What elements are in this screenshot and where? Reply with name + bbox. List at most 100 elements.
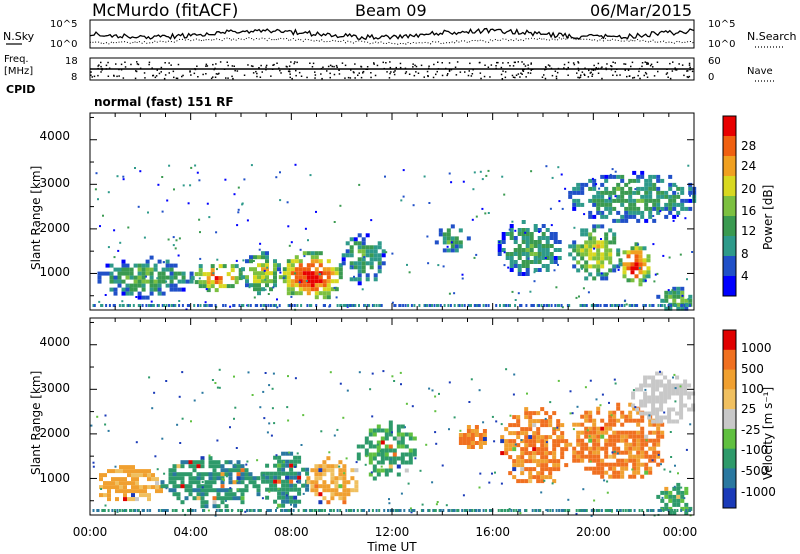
heatmap-cell: [196, 171, 199, 174]
heatmap-cell: [537, 240, 542, 244]
nave-point: [572, 62, 575, 64]
heatmap-cell: [178, 300, 181, 302]
heatmap-cell: [280, 509, 282, 512]
heatmap-cell: [612, 430, 617, 435]
heatmap-cell: [131, 481, 135, 486]
heatmap-cell: [636, 470, 641, 475]
heatmap-cell: [376, 452, 381, 457]
heatmap-cell: [216, 386, 219, 389]
heatmap-cell: [680, 190, 685, 195]
heatmap-cell: [290, 241, 293, 244]
heatmap-cell: [538, 304, 540, 307]
nave-point: [435, 73, 437, 76]
heatmap-cell: [257, 279, 261, 284]
heatmap-cell: [600, 446, 605, 451]
heatmap-cell: [212, 488, 217, 493]
heatmap-cell: [349, 304, 352, 307]
heatmap-cell: [628, 509, 631, 512]
heatmap-cell: [237, 211, 240, 214]
heatmap-cell: [640, 414, 645, 419]
heatmap-cell: [392, 460, 397, 465]
heatmap-cell: [513, 260, 518, 264]
heatmap-cell: [244, 510, 247, 513]
date-title: 06/Mar/2015: [590, 1, 692, 20]
heatmap-cell: [656, 186, 661, 191]
heatmap-cell: [544, 459, 549, 464]
heatmap-cell: [687, 383, 692, 388]
heatmap-cell: [222, 479, 225, 482]
nave-point: [137, 63, 140, 66]
heatmap-cell: [322, 271, 327, 276]
heatmap-cell: [330, 472, 335, 477]
heatmap-cell: [298, 259, 303, 264]
heatmap-cell: [396, 472, 401, 477]
nave-point: [647, 62, 649, 64]
nave-point: [639, 77, 641, 80]
heatmap-cell: [580, 454, 585, 459]
heatmap-cell: [390, 458, 393, 461]
nave-point: [500, 73, 503, 76]
heatmap-cell: [338, 465, 341, 468]
heatmap-cell: [314, 279, 319, 284]
heatmap-cell: [246, 219, 249, 222]
heatmap-cell: [372, 464, 377, 469]
heatmap-cell: [200, 500, 205, 505]
heatmap-cell: [630, 262, 635, 267]
heatmap-cell: [256, 459, 259, 462]
heatmap-cell: [659, 391, 664, 396]
heatmap-cell: [318, 275, 323, 280]
heatmap-cell: [465, 509, 467, 512]
heatmap-cell: [643, 383, 648, 388]
heatmap-cell: [269, 509, 272, 512]
heatmap-cell: [593, 499, 596, 502]
heatmap-cell: [306, 275, 311, 280]
heatmap-cell: [271, 407, 274, 410]
heatmap-cell: [661, 496, 664, 499]
heatmap-cell: [628, 434, 633, 439]
heatmap-cell: [248, 286, 251, 289]
nave-point: [507, 62, 509, 64]
heatmap-cell: [222, 264, 227, 269]
heatmap-cell: [628, 418, 633, 423]
xtick-0400: 04:00: [173, 525, 208, 539]
heatmap-cell: [635, 387, 640, 392]
heatmap-cell: [616, 304, 618, 307]
heatmap-cell: [129, 271, 134, 276]
heatmap-cell: [396, 424, 401, 429]
nave-point: [616, 68, 618, 70]
heatmap-cell: [408, 456, 413, 461]
heatmap-cell: [380, 468, 385, 473]
heatmap-cell: [652, 202, 657, 207]
heatmap-cell: [512, 431, 517, 436]
heatmap-cell: [339, 382, 342, 385]
heatmap-cell: [684, 486, 689, 491]
heatmap-cell: [576, 430, 581, 435]
heatmap-cell: [671, 407, 676, 412]
heatmap-cell: [123, 469, 127, 474]
heatmap-cell: [276, 507, 279, 509]
heatmap-cell: [287, 304, 290, 307]
heatmap-cell: [392, 456, 397, 461]
heatmap-cell: [103, 473, 107, 478]
heatmap-cell: [172, 480, 177, 485]
heatmap-cell: [634, 406, 637, 409]
heatmap-cell: [473, 256, 476, 259]
heatmap-cell: [404, 468, 409, 473]
heatmap-cell: [177, 271, 182, 276]
heatmap-cell: [628, 214, 633, 219]
heatmap-cell: [608, 462, 613, 467]
nave-point: [641, 62, 644, 64]
heatmap-cell: [302, 267, 307, 272]
heatmap-cell: [137, 271, 142, 276]
heatmap-cell: [240, 472, 245, 477]
heatmap-cell: [368, 509, 371, 512]
power-ytick-4000: 4000: [39, 129, 70, 143]
heatmap-cell: [600, 434, 605, 439]
heatmap-cell: [216, 460, 221, 465]
heatmap-cell: [379, 304, 382, 307]
heatmap-cell: [628, 198, 633, 203]
heatmap-cell: [174, 247, 177, 250]
heatmap-cell: [342, 468, 347, 473]
heatmap-cell: [643, 411, 648, 416]
heatmap-cell: [628, 304, 631, 307]
